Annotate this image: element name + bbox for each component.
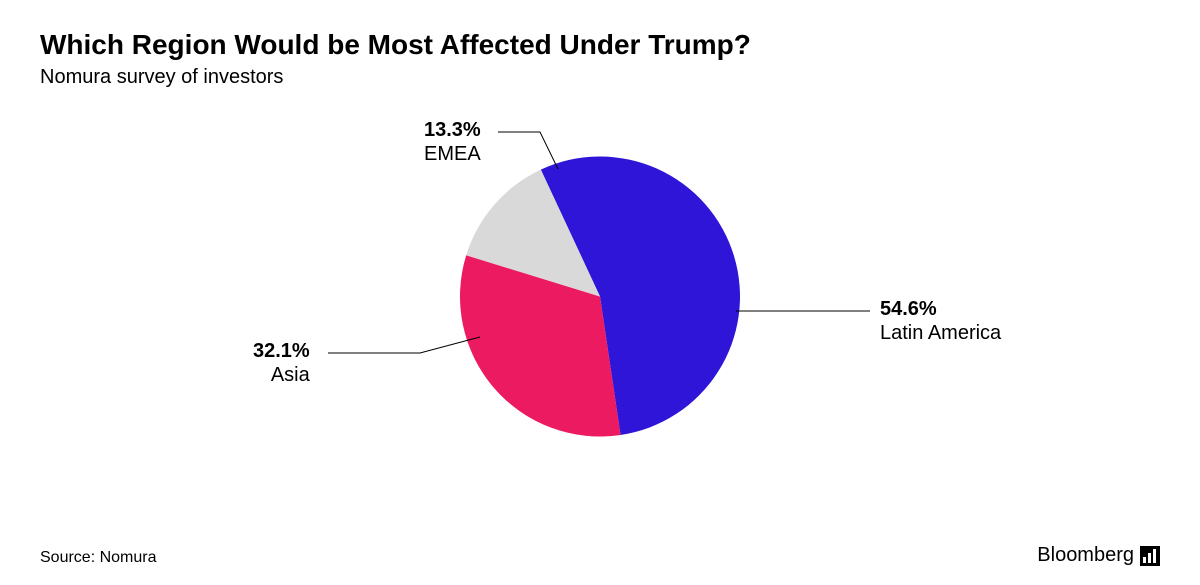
- chart-title: Which Region Would be Most Affected Unde…: [40, 28, 1160, 62]
- chart-area: 54.6% Latin America 32.1% Asia 13.3% EME…: [40, 99, 1160, 499]
- slice-name: EMEA: [424, 142, 481, 166]
- slice-percent: 13.3%: [424, 118, 481, 142]
- source-label: Source: Nomura: [40, 549, 157, 567]
- brand-logo: Bloomberg: [1037, 544, 1160, 567]
- leader-line-emea: [40, 99, 1160, 499]
- chart-subtitle: Nomura survey of investors: [40, 66, 1160, 89]
- brand-icon: [1140, 546, 1160, 566]
- chart-container: Which Region Would be Most Affected Unde…: [0, 0, 1200, 585]
- footer: Source: Nomura Bloomberg: [40, 544, 1160, 567]
- brand-text: Bloomberg: [1037, 544, 1134, 567]
- slice-label-emea: 13.3% EMEA: [424, 118, 481, 166]
